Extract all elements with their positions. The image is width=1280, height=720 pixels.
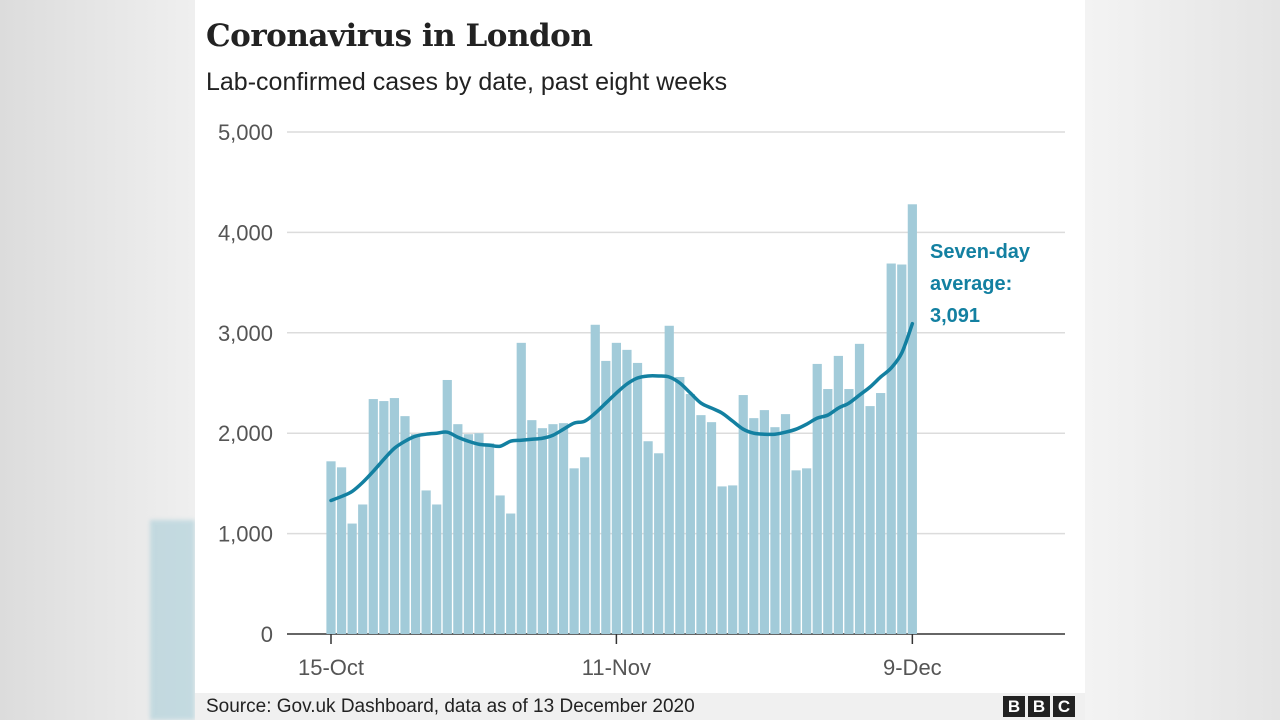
bar <box>410 434 421 634</box>
bar <box>474 433 484 634</box>
bar <box>347 523 357 634</box>
bar <box>516 342 526 634</box>
bar <box>442 379 452 634</box>
bar <box>336 467 347 634</box>
bar <box>728 485 738 634</box>
bar <box>886 263 896 634</box>
bar <box>643 441 653 634</box>
bar <box>453 424 463 634</box>
y-tick-label: 4,000 <box>218 220 273 245</box>
bar <box>664 325 674 634</box>
bar <box>823 389 833 634</box>
bar <box>569 468 579 634</box>
bar <box>791 470 801 634</box>
x-tick-label: 9-Dec <box>883 655 942 680</box>
x-tick-label: 11-Nov <box>582 655 651 680</box>
average-annotation: Seven-day <box>930 241 1031 263</box>
bar <box>506 513 516 634</box>
bar <box>685 394 695 634</box>
bar <box>421 490 431 634</box>
x-tick-label: 15-Oct <box>298 655 364 680</box>
bar <box>749 418 759 634</box>
bar <box>463 434 474 634</box>
bar <box>812 363 822 634</box>
bar <box>484 443 495 634</box>
blurred-background-bar <box>150 520 195 720</box>
bar <box>358 504 368 634</box>
bar <box>548 424 558 634</box>
bar <box>527 420 537 634</box>
y-tick-label: 0 <box>261 622 273 647</box>
y-tick-label: 3,000 <box>218 321 273 346</box>
bar <box>580 457 590 634</box>
chart-subtitle: Lab-confirmed cases by date, past eight … <box>206 68 728 96</box>
bar <box>379 401 389 634</box>
bar <box>706 422 717 634</box>
bar <box>802 468 812 634</box>
seven-day-average-line <box>329 321 915 503</box>
bbc-logo-letter: B <box>1028 696 1050 717</box>
bar <box>537 428 547 634</box>
source-note: Source: Gov.uk Dashboard, data as of 13 … <box>206 696 695 717</box>
bar <box>717 486 727 634</box>
bar <box>865 406 875 634</box>
bar <box>601 360 611 634</box>
bar <box>780 414 791 634</box>
bar <box>770 427 780 634</box>
chart-title: Coronavirus in London <box>206 18 593 54</box>
bbc-logo-letter: B <box>1003 696 1025 717</box>
bar <box>622 349 632 634</box>
bar <box>400 416 410 634</box>
bar <box>632 362 643 634</box>
y-tick-label: 1,000 <box>218 522 273 547</box>
bar <box>738 395 748 634</box>
chart-card: Coronavirus in London Lab-confirmed case… <box>195 0 1085 720</box>
bar <box>833 355 843 634</box>
footer: Source: Gov.uk Dashboard, data as of 13 … <box>195 693 1085 720</box>
bar <box>495 495 505 634</box>
bar <box>876 393 886 634</box>
bbc-logo: B B C <box>1003 696 1075 717</box>
y-tick-label: 5,000 <box>218 120 273 145</box>
bar <box>389 398 400 634</box>
bar <box>897 264 907 634</box>
bar <box>696 415 706 634</box>
bar <box>759 410 769 634</box>
bar <box>844 389 854 634</box>
bar <box>558 423 569 634</box>
y-tick-label: 2,000 <box>218 421 273 446</box>
bar <box>611 342 621 634</box>
average-annotation: 3,091 <box>930 305 980 327</box>
chart-plot: 0 1,000 2,000 3,000 4,000 5,000 15-Oct 11-Nov 9-… <box>218 120 1065 680</box>
bar <box>654 453 664 634</box>
average-annotation: average: <box>930 273 1012 295</box>
bar <box>907 204 917 634</box>
bar <box>590 324 600 634</box>
bar <box>432 504 442 634</box>
bar <box>326 461 336 634</box>
bar <box>854 343 865 634</box>
bar <box>368 399 378 634</box>
bar <box>675 376 685 634</box>
bbc-logo-letter: C <box>1053 696 1075 717</box>
